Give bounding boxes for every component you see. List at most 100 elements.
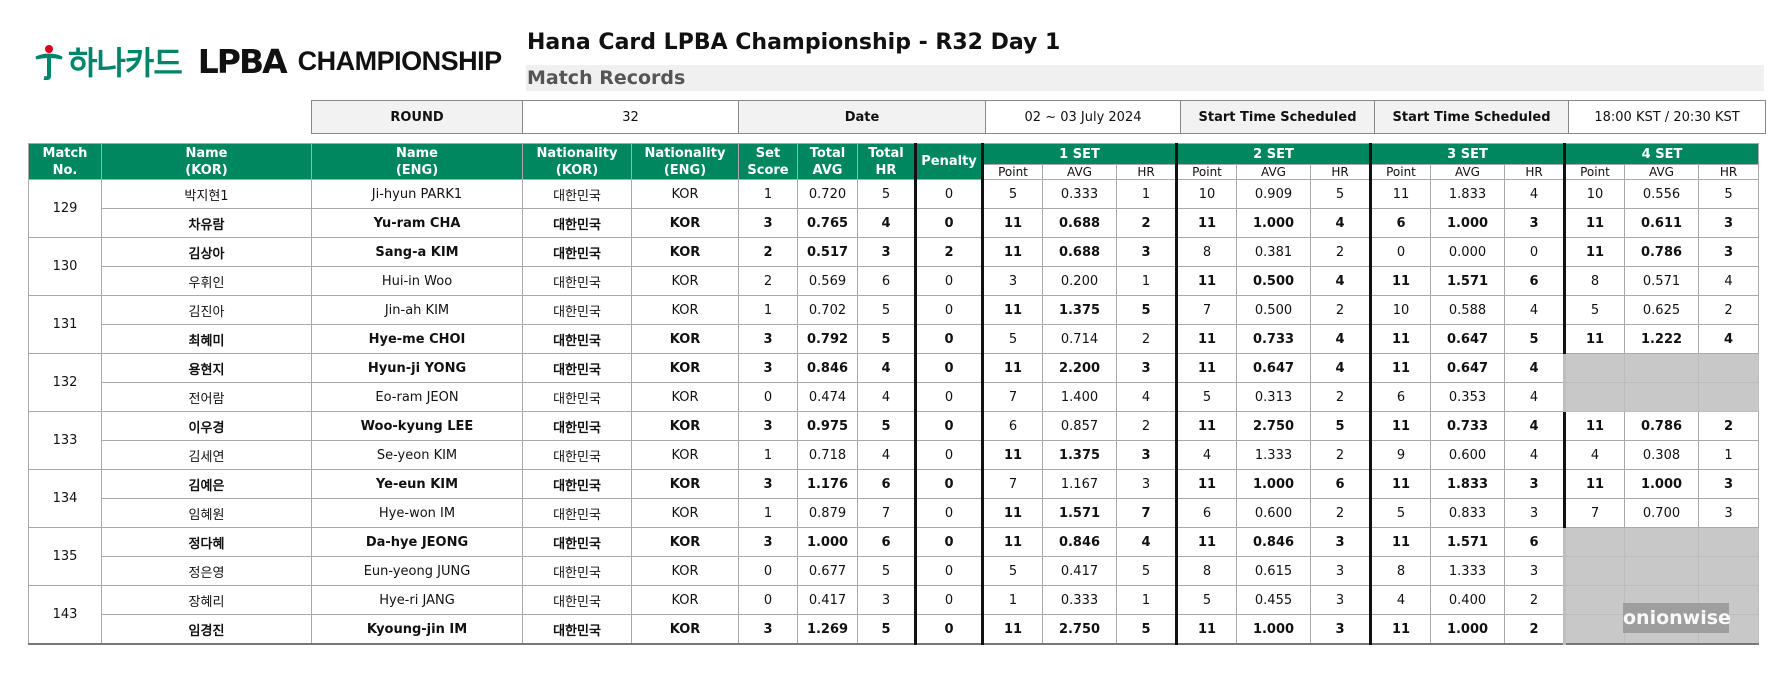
set-avg: 0.600 <box>1430 440 1505 470</box>
player-row: 임경진 Kyoung-jin IM 대한민국 KOR 3 1.269 5 0 11 2.750 5 1… <box>28 614 1759 645</box>
set-avg: 0.625 <box>1624 295 1699 325</box>
sub-hr: HR <box>1504 164 1565 180</box>
nationality-eng: KOR <box>631 324 739 354</box>
set-avg: 0.786 <box>1624 237 1699 267</box>
set-avg: 0.611 <box>1624 208 1699 238</box>
sub-hr: HR <box>1698 164 1759 180</box>
set-point: 11 <box>981 614 1043 645</box>
nationality-eng: KOR <box>631 266 739 296</box>
set-point: 6 <box>1369 208 1431 238</box>
round-info-table: ROUND 32 Date 02 ~ 03 July 2024 Start Ti… <box>311 100 1766 134</box>
set-hr: 1 <box>1116 585 1177 615</box>
player-name-kor: 용현지 <box>101 353 312 383</box>
col-nationality-kor: Nationality (KOR) <box>522 143 632 180</box>
logo-korean-text: 하나카드 <box>68 44 183 82</box>
total-hr: 4 <box>857 353 916 383</box>
player-name-eng: Jin-ah KIM <box>311 295 523 325</box>
nationality-kor: 대한민국 <box>522 469 632 499</box>
nationality-kor: 대한민국 <box>522 353 632 383</box>
set-avg: 0.400 <box>1430 585 1505 615</box>
set-score: 3 <box>738 469 798 499</box>
total-avg: 0.792 <box>797 324 858 354</box>
match-number: 133 <box>28 411 102 470</box>
col-name-kor: Name (KOR) <box>101 143 312 180</box>
set-empty <box>1563 382 1625 412</box>
set-point: 11 <box>1175 614 1237 645</box>
set-score: 0 <box>738 556 798 586</box>
col-set-2: 2 SET <box>1175 143 1371 165</box>
player-row: 131 김진아 Jin-ah KIM 대한민국 KOR 1 0.702 5 0 11 1.375 5 7… <box>28 295 1759 354</box>
set-point: 11 <box>981 237 1043 267</box>
set-hr: 3 <box>1116 353 1177 383</box>
set-score: 3 <box>738 411 798 441</box>
player-name-kor: 박지현1 <box>101 179 312 209</box>
set-avg: 1.167 <box>1042 469 1117 499</box>
set-point: 8 <box>1369 556 1431 586</box>
set-avg: 0.588 <box>1430 295 1505 325</box>
set-hr: 2 <box>1310 237 1371 267</box>
set-point: 7 <box>1175 295 1237 325</box>
total-hr: 6 <box>857 527 916 557</box>
set-avg: 0.857 <box>1042 411 1117 441</box>
col-name-eng: Name (ENG) <box>311 143 523 180</box>
col-set-3: 3 SET <box>1369 143 1565 165</box>
set-hr: 6 <box>1504 527 1565 557</box>
set-point: 11 <box>1369 266 1431 296</box>
player-row: 132 용현지 Hyun-ji YONG 대한민국 KOR 3 0.846 4 0 11 2.200… <box>28 353 1759 412</box>
set-avg: 0.381 <box>1236 237 1311 267</box>
sub-avg: AVG <box>1236 164 1311 180</box>
player-row: 최혜미 Hye-me CHOI 대한민국 KOR 3 0.792 5 0 5 0.714 2 11 0.… <box>29 324 1759 354</box>
set-empty <box>1698 527 1759 557</box>
set-point: 7 <box>981 469 1043 499</box>
player-name-eng: Eun-yeong JUNG <box>311 556 523 586</box>
set-hr: 1 <box>1698 440 1759 470</box>
nationality-kor: 대한민국 <box>522 498 632 528</box>
set-avg: 0.500 <box>1236 266 1311 296</box>
set-avg: 1.000 <box>1236 469 1311 499</box>
set-point: 11 <box>1175 411 1237 441</box>
nationality-kor: 대한민국 <box>522 411 632 441</box>
set-empty <box>1563 527 1625 557</box>
watermark: onionwise <box>1623 603 1731 633</box>
total-avg: 0.417 <box>797 585 858 615</box>
set-point: 5 <box>1563 295 1625 325</box>
set-score: 3 <box>738 324 798 354</box>
set-point: 3 <box>981 266 1043 296</box>
set-hr: 3 <box>1310 527 1371 557</box>
start-time-label: Start Time Scheduled <box>1374 100 1569 134</box>
set-point: 11 <box>981 295 1043 325</box>
set-hr: 4 <box>1310 353 1371 383</box>
page-title: Hana Card LPBA Championship - R32 Day 1 <box>527 30 1061 55</box>
player-name-kor: 장혜리 <box>101 585 312 615</box>
set-point: 11 <box>1563 237 1625 267</box>
sub-point: Point <box>1369 164 1431 180</box>
set-hr: 4 <box>1310 324 1371 354</box>
set-score: 1 <box>738 440 798 470</box>
player-row: 129 박지현1 Ji-hyun PARK1 대한민국 KOR 1 0.720 5 0 5 0.33… <box>28 179 1759 238</box>
nationality-kor: 대한민국 <box>522 585 632 615</box>
set-avg: 1.000 <box>1236 614 1311 645</box>
set-avg: 1.000 <box>1430 208 1505 238</box>
set-hr: 2 <box>1310 295 1371 325</box>
set-hr: 5 <box>1116 556 1177 586</box>
player-name-kor: 최혜미 <box>101 324 312 354</box>
set-avg: 1.375 <box>1042 295 1117 325</box>
total-avg: 0.474 <box>797 382 858 412</box>
set-hr: 4 <box>1504 179 1565 209</box>
set-avg: 2.750 <box>1042 614 1117 645</box>
set-avg: 1.000 <box>1430 614 1505 645</box>
set-hr: 5 <box>1310 411 1371 441</box>
set-point: 4 <box>1369 585 1431 615</box>
set-avg: 1.375 <box>1042 440 1117 470</box>
set-hr: 5 <box>1116 295 1177 325</box>
penalty: 0 <box>914 382 983 412</box>
set-hr: 5 <box>1310 179 1371 209</box>
col-match-no: Match No. <box>28 143 102 180</box>
player-row: 김세연 Se-yeon KIM 대한민국 KOR 1 0.718 4 0 11 1.375 3 4 1.… <box>29 440 1759 470</box>
set-avg: 0.733 <box>1430 411 1505 441</box>
hana-leaf-icon <box>35 45 63 80</box>
set-point: 7 <box>981 382 1043 412</box>
set-hr: 3 <box>1698 208 1759 238</box>
nationality-kor: 대한민국 <box>522 324 632 354</box>
set-hr: 3 <box>1116 440 1177 470</box>
